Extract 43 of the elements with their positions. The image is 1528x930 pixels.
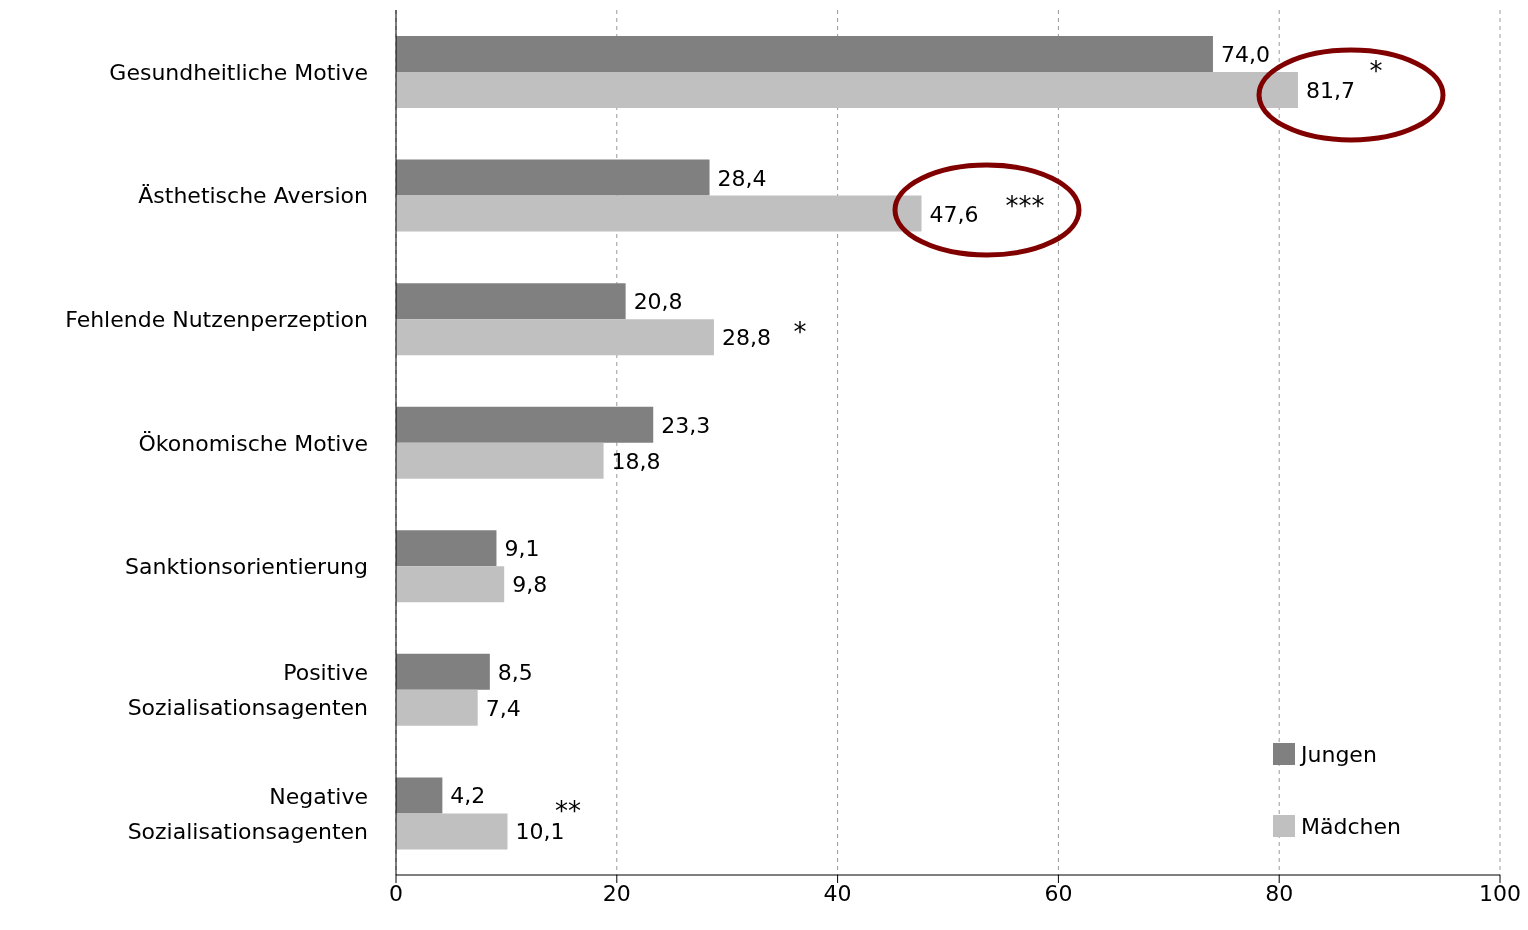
bar	[396, 777, 443, 814]
y-tick-label: Negative Sozialisationsagenten	[127, 783, 368, 844]
data-label: 18,8	[611, 448, 661, 474]
data-label: 28,4	[717, 165, 767, 191]
bar	[396, 283, 626, 320]
x-tick-label: 80	[1265, 880, 1294, 906]
y-tick-label: Ästhetische Aversion	[138, 183, 368, 209]
bar	[396, 653, 490, 690]
data-label: 23,3	[661, 412, 711, 438]
y-tick-label: Sanktionsorientierung	[125, 554, 368, 580]
annotation: *	[1369, 56, 1383, 86]
y-tick-label: Positive Sozialisationsagenten	[127, 660, 368, 721]
bar	[396, 442, 604, 479]
bar	[396, 530, 497, 567]
bar	[396, 813, 508, 850]
legend-label: Jungen	[1301, 741, 1377, 767]
x-tick-label: 60	[1044, 880, 1073, 906]
data-label: 81,7	[1305, 78, 1355, 103]
data-label: 4,2	[450, 783, 486, 809]
x-tick-label: 100	[1479, 880, 1521, 906]
annotation: *	[793, 317, 807, 347]
y-tick-label: Fehlende Nutzenperzeption	[65, 306, 368, 332]
y-tick-label: Ökonomische Motive	[138, 430, 368, 456]
bar	[396, 406, 654, 443]
data-label: 74,0	[1220, 42, 1270, 67]
data-label: 28,8	[721, 325, 771, 351]
bar	[396, 566, 505, 603]
y-tick-label: Gesundheitliche Motive	[109, 59, 368, 85]
legend-label: Mädchen	[1301, 813, 1401, 839]
bar	[396, 319, 714, 356]
bar	[396, 36, 1213, 72]
data-label: 8,5	[497, 659, 533, 685]
x-tick-label: 0	[389, 880, 403, 906]
data-label: 20,8	[633, 289, 683, 315]
annotation: ***	[1005, 191, 1045, 221]
data-label: 47,6	[929, 201, 979, 227]
data-label: 9,1	[504, 536, 540, 562]
x-tick-label: 20	[602, 880, 631, 906]
x-tick-label: 40	[823, 880, 852, 906]
data-label: 9,8	[512, 572, 548, 598]
bar	[396, 689, 478, 726]
bar	[396, 159, 710, 196]
data-label: 7,4	[485, 695, 521, 721]
